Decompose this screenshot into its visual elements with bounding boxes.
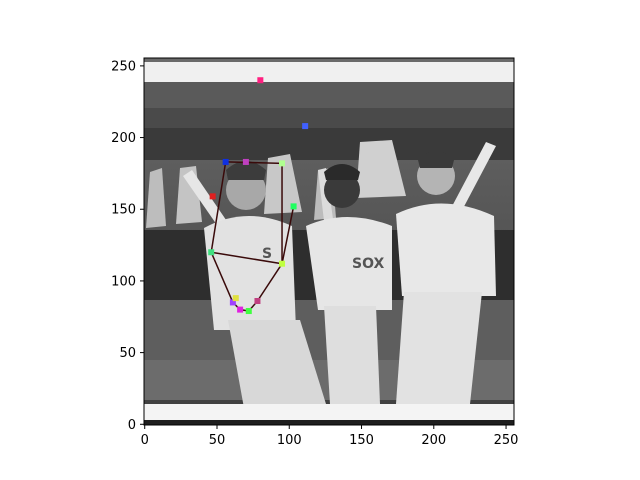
pose-skeleton [210,161,295,312]
keypoint-marker [279,160,286,167]
svg-text:SOX: SOX [352,256,384,272]
photo: S SOX [144,58,514,425]
keypoint-marker [290,203,297,210]
axes-frame [143,57,515,426]
skeleton-segment [281,206,295,264]
pose-keypoints [208,77,309,315]
skeleton-segment [225,161,283,165]
x-tick-label: 200 [421,433,446,448]
svg-text:S: S [262,246,272,262]
y-tick-label: 0 [128,418,136,433]
y-tick-label: 50 [119,346,136,361]
x-tick-label: 0 [141,433,149,448]
y-tick-label: 150 [111,203,136,218]
keypoint-marker [232,295,239,302]
keypoint-marker [242,158,249,165]
keypoint-marker [245,308,252,315]
skeleton-segment [256,263,283,302]
keypoint-marker [302,123,309,130]
skeleton-segment [210,161,227,253]
x-tick-label: 50 [209,433,226,448]
y-axis: 0 50 100 150 200 250 [111,59,144,433]
x-tick-label: 250 [494,433,519,448]
y-tick-label: 100 [111,274,136,289]
keypoint-marker [257,77,264,84]
keypoint-marker [237,306,244,313]
keypoint-marker [222,158,229,165]
x-tick-label: 100 [277,433,302,448]
x-axis: 0 50 100 150 200 250 [141,425,519,448]
skeleton-segment [211,251,283,265]
y-tick-label: 250 [111,59,136,74]
keypoint-marker [254,297,261,304]
skeleton-segment [210,251,234,303]
keypoint-marker [208,249,215,256]
keypoint-marker [229,299,236,306]
keypoint-marker [209,193,216,200]
keypoint-marker [279,260,286,267]
y-tick-label: 200 [111,131,136,146]
x-tick-label: 150 [349,433,374,448]
